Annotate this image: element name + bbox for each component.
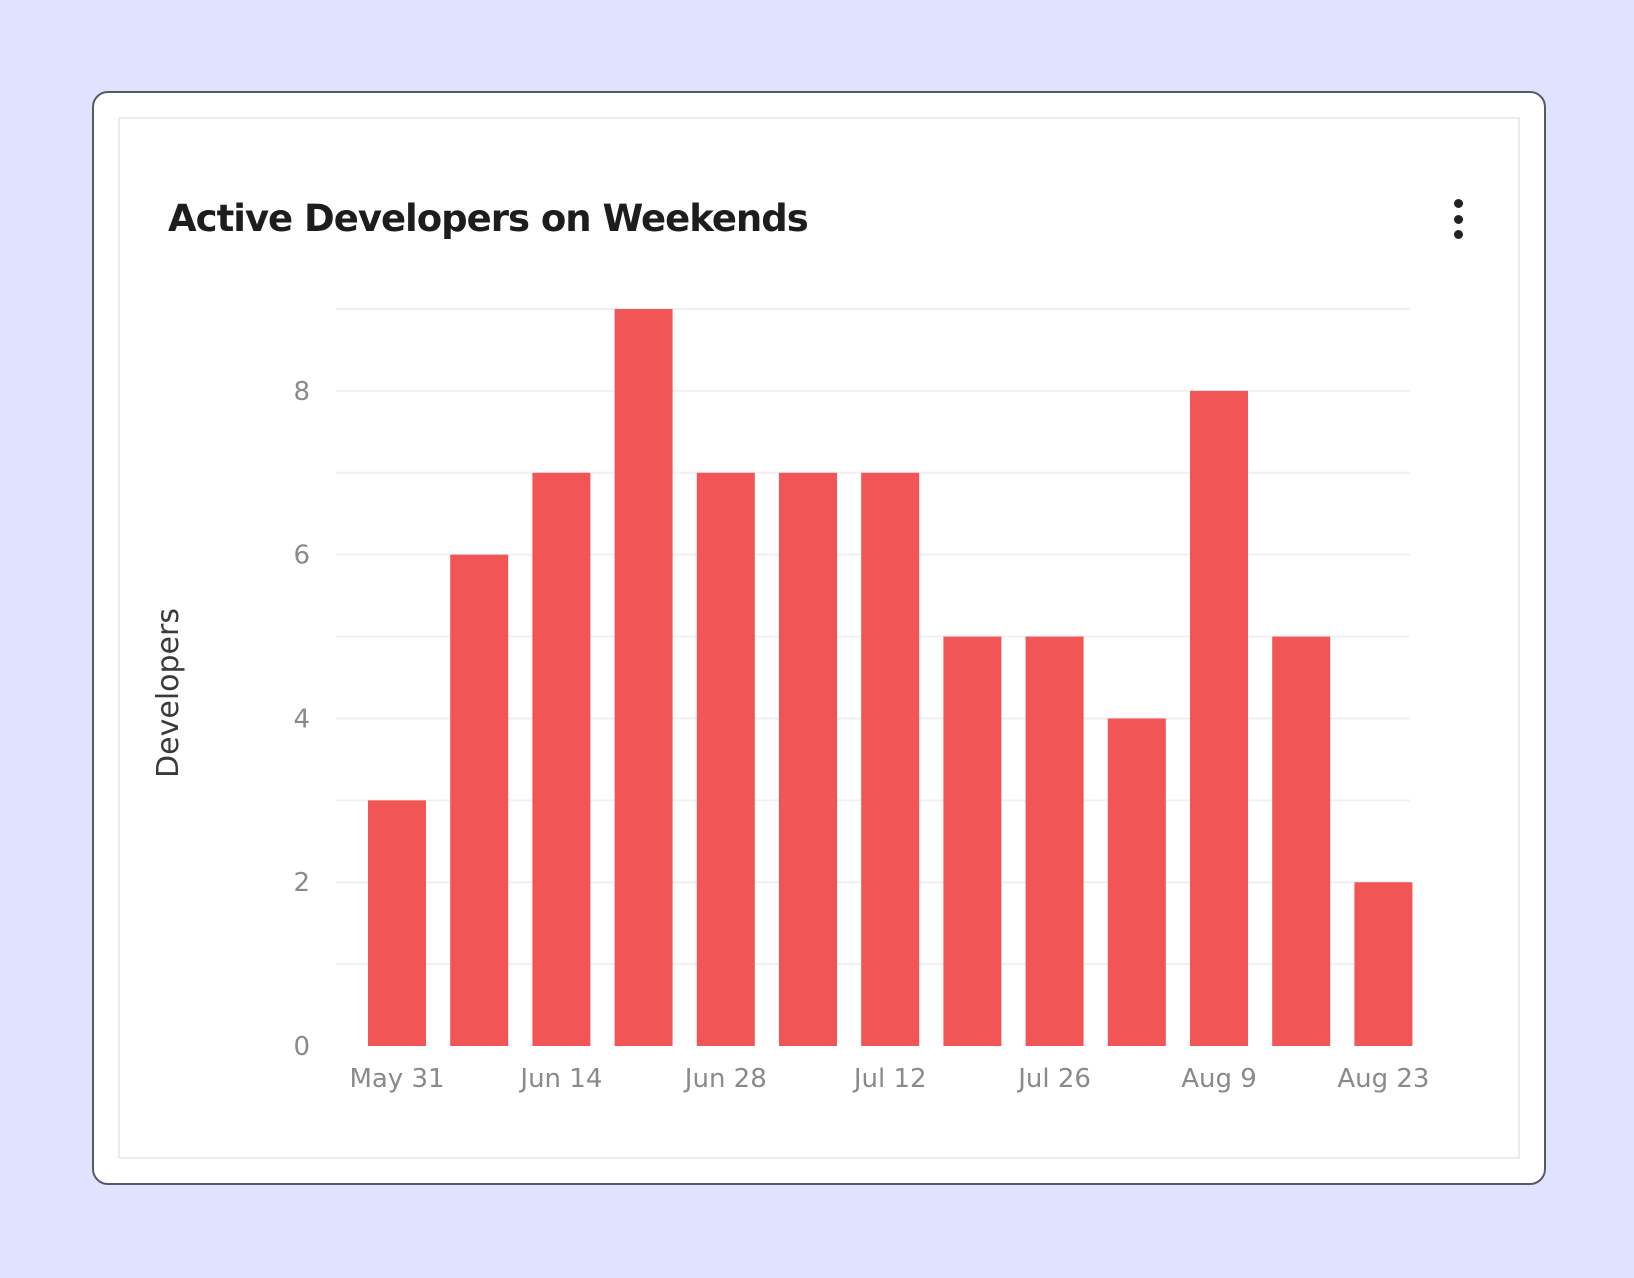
bar-aug-23 bbox=[1354, 882, 1413, 1046]
y-tick-label: 8 bbox=[293, 377, 310, 407]
x-tick-label: Jul 26 bbox=[1016, 1064, 1091, 1094]
x-tick-label: May 31 bbox=[349, 1064, 444, 1094]
y-tick-label: 6 bbox=[293, 541, 310, 571]
x-tick-labels: May 31 Jun 14 Jun 28 Jul 12 Jul 26 Aug 9 Aug 2… bbox=[349, 1064, 1429, 1094]
y-tick-labels: 0 2 4 6 8 bbox=[293, 377, 310, 1062]
bar-jun-7 bbox=[450, 554, 509, 1046]
chart-panel: Active Developers on Weekends 0 2 4 6 8 May … bbox=[118, 117, 1520, 1159]
y-axis-title: Developers bbox=[151, 608, 186, 778]
bar-may-31 bbox=[368, 800, 426, 1046]
more-options-button[interactable] bbox=[1442, 197, 1474, 241]
bar-aug-16 bbox=[1272, 636, 1331, 1046]
bar-jul-12 bbox=[861, 472, 920, 1046]
bar-jul-26 bbox=[1025, 636, 1084, 1046]
bar-jul-5 bbox=[779, 472, 837, 1046]
chart-card: Active Developers on Weekends 0 2 4 6 8 May … bbox=[92, 91, 1546, 1185]
x-tick-label: Aug 23 bbox=[1337, 1064, 1429, 1094]
bars bbox=[368, 309, 1413, 1046]
bar-jun-21 bbox=[614, 309, 673, 1046]
bar-chart: 0 2 4 6 8 May 31 Jun 14 Jun 28 Jul 12 Jul 26 Aug … bbox=[151, 308, 1429, 1094]
x-tick-label: Jun 14 bbox=[518, 1064, 602, 1094]
x-tick-label: Jun 28 bbox=[683, 1064, 767, 1094]
bar-jun-14 bbox=[532, 472, 591, 1046]
y-tick-label: 4 bbox=[293, 704, 310, 734]
bar-jul-19 bbox=[943, 636, 1002, 1046]
y-tick-label: 0 bbox=[293, 1032, 310, 1062]
more-vertical-icon bbox=[1453, 199, 1463, 208]
x-tick-label: Jul 12 bbox=[852, 1064, 927, 1094]
more-vertical-icon-dot bbox=[1453, 214, 1463, 224]
more-vertical-icon-dot bbox=[1453, 230, 1463, 239]
bar-aug-2 bbox=[1107, 718, 1166, 1046]
chart-title: Active Developers on Weekends bbox=[168, 197, 809, 240]
y-tick-label: 2 bbox=[293, 868, 310, 898]
x-tick-label: Aug 9 bbox=[1181, 1064, 1257, 1094]
bar-jun-28 bbox=[696, 472, 755, 1046]
bar-aug-9 bbox=[1190, 390, 1248, 1046]
